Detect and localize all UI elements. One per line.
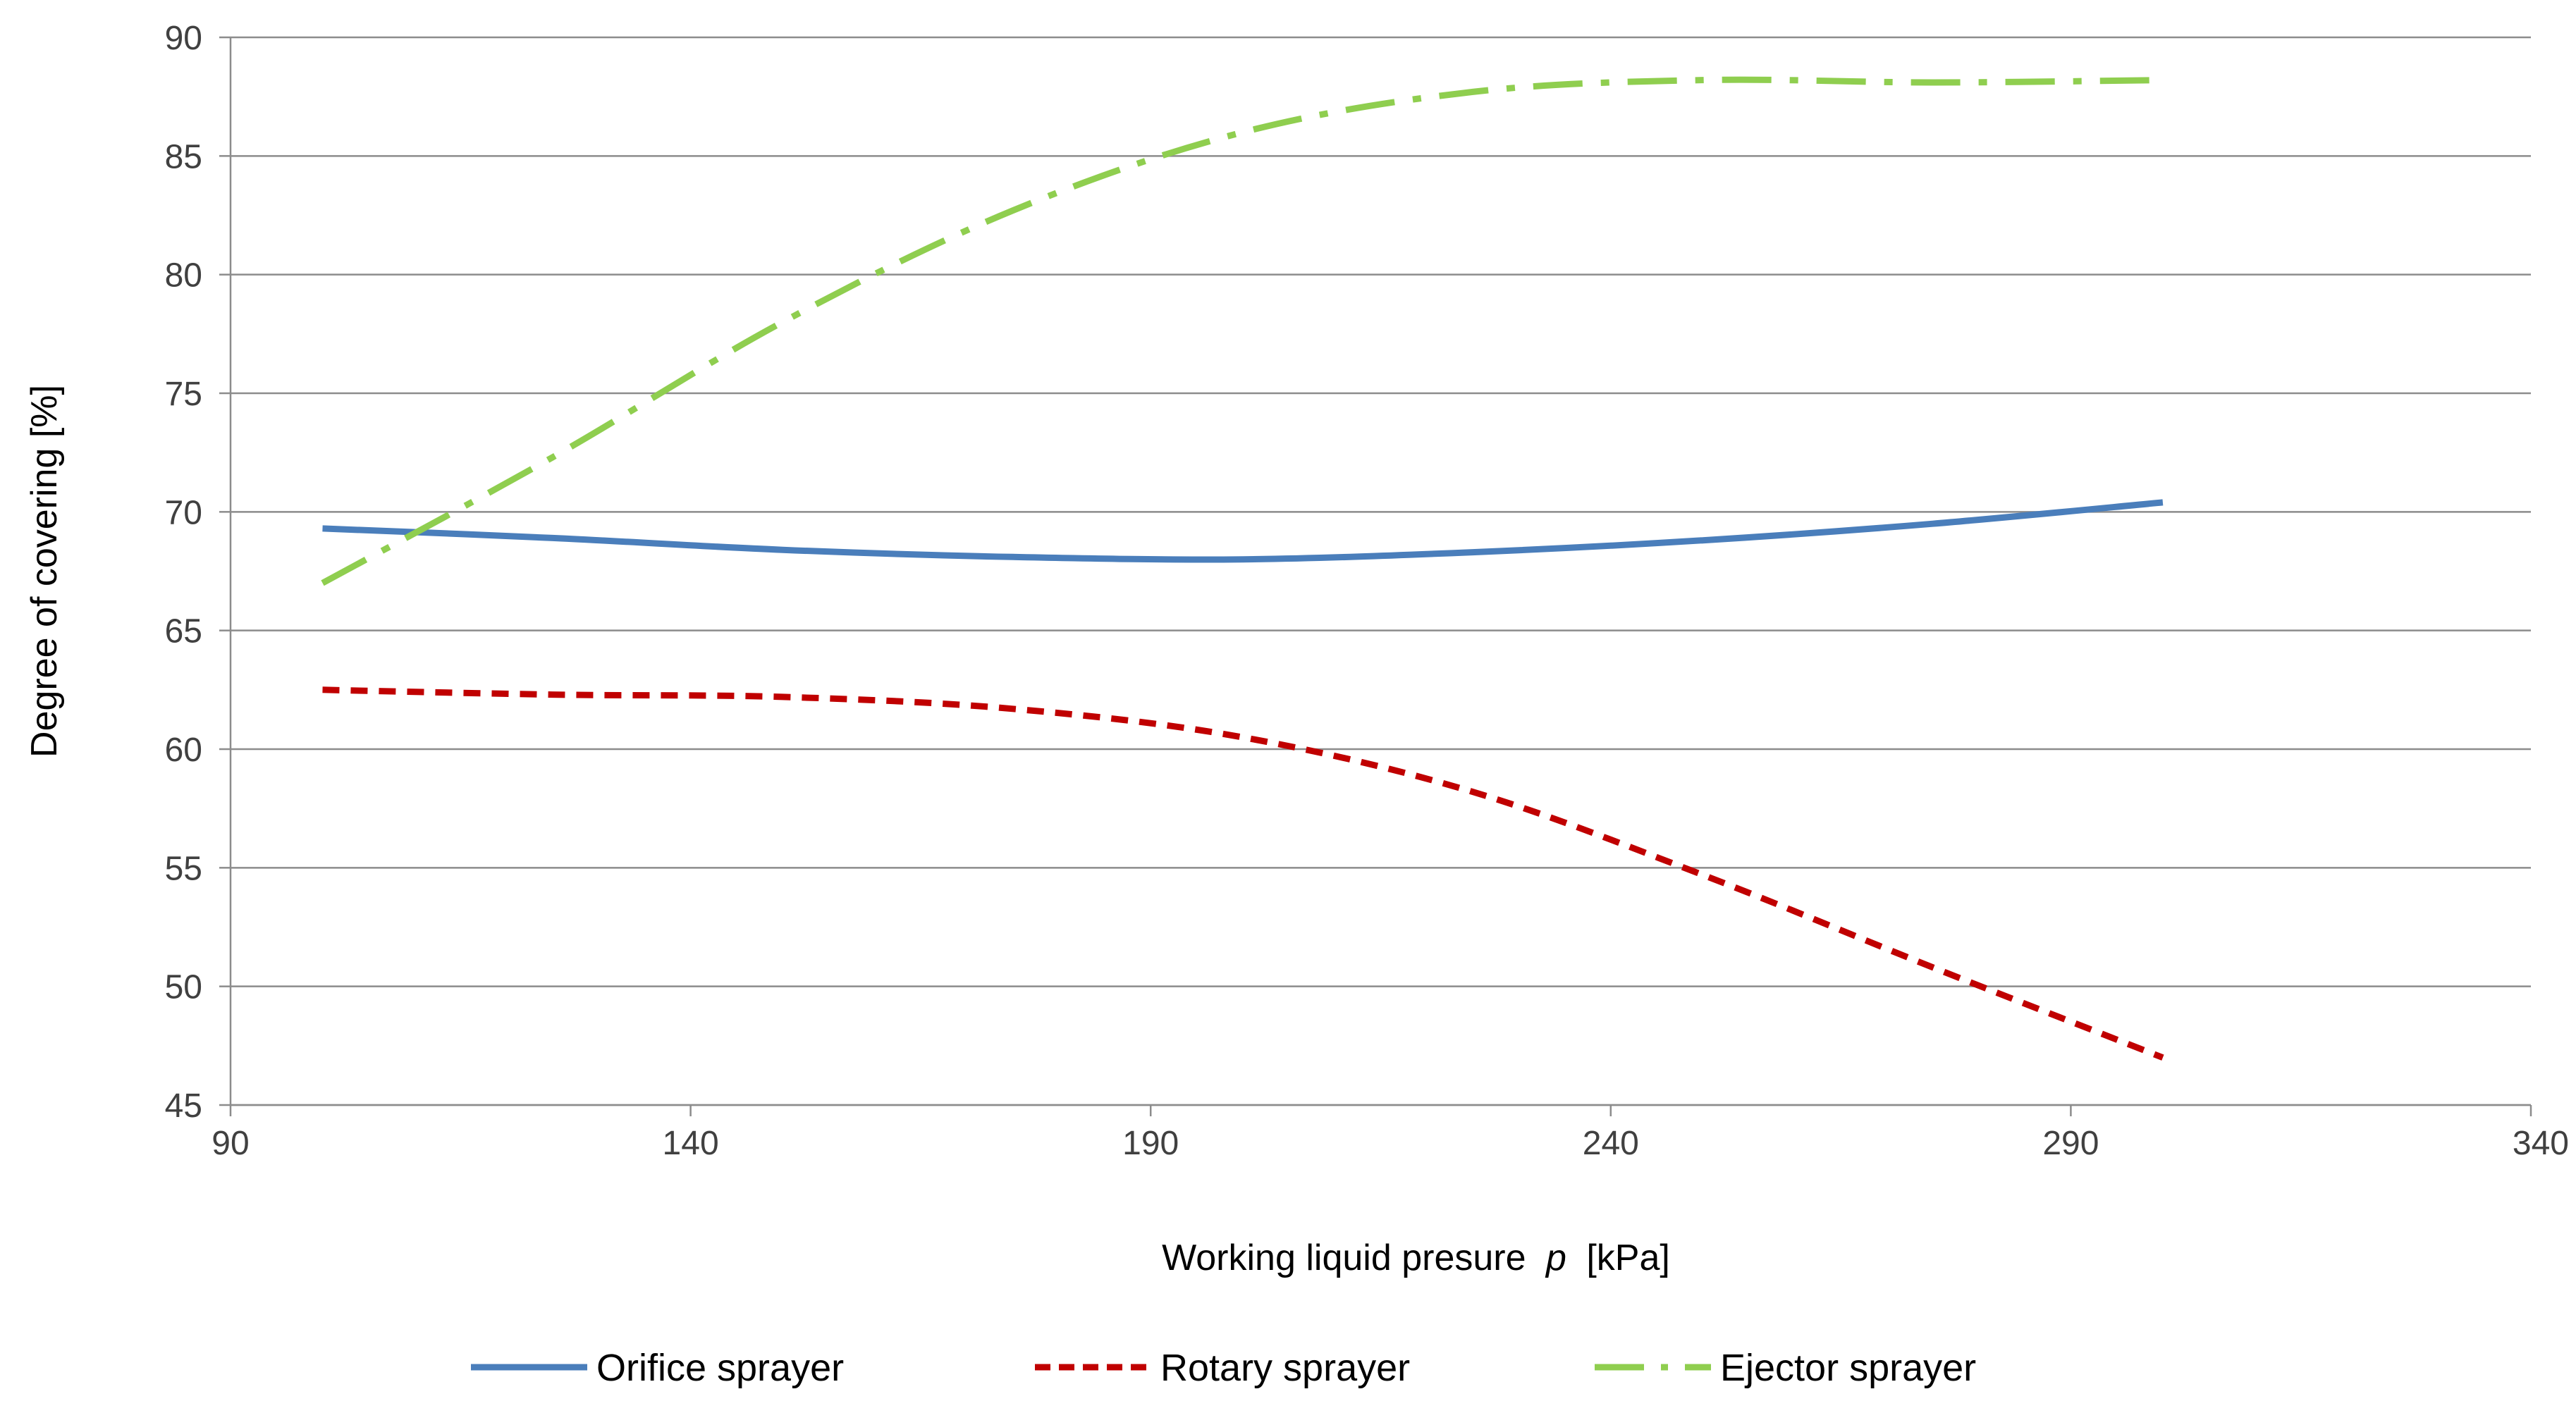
- axis-layer: [219, 36, 2532, 1116]
- x-tick-label: 240: [1583, 1125, 1639, 1162]
- series-layer: [321, 76, 2164, 1061]
- legend: Orifice sprayer Rotary sprayer Ejector spr…: [471, 1347, 1976, 1389]
- x-tick-label: 90: [211, 1125, 249, 1162]
- x-tick-label: 290: [2042, 1125, 2099, 1162]
- x-axis-title-unit: [kPa]: [1586, 1238, 1670, 1278]
- legend-label: Ejector sprayer: [1720, 1347, 1976, 1389]
- y-tick-label: 90: [165, 20, 202, 57]
- y-axis-title: Degree of covering [%]: [24, 385, 65, 758]
- series-line-ejector-sprayer: [321, 76, 2163, 586]
- legend-item-rotary-sprayer: Rotary sprayer: [1035, 1347, 1410, 1389]
- y-tick-label: 50: [165, 969, 202, 1006]
- legend-label: Rotary sprayer: [1160, 1347, 1410, 1389]
- x-tick-label: 340: [2513, 1125, 2569, 1162]
- x-tick-label: 140: [663, 1125, 719, 1162]
- y-tick-label: 45: [165, 1087, 202, 1125]
- label-layer: Degree of covering [%] Working liquid pr…: [24, 20, 2569, 1278]
- y-tick-label: 85: [165, 138, 202, 175]
- legend-item-orifice-sprayer: Orifice sprayer: [471, 1347, 844, 1389]
- legend-item-ejector-sprayer: Ejector sprayer: [1595, 1347, 1976, 1389]
- x-axis-title-text: Working liquid presure: [1162, 1238, 1526, 1278]
- series-line-orifice-sprayer: [322, 499, 2164, 563]
- legend-label: Orifice sprayer: [596, 1347, 844, 1389]
- y-tick-label: 60: [165, 732, 202, 769]
- x-axis-title-symbol: p: [1545, 1238, 1566, 1278]
- x-axis-title: Working liquid presure p [kPa]: [1162, 1238, 1670, 1278]
- y-tick-label: 65: [165, 613, 202, 650]
- grid-layer: [231, 36, 2531, 1106]
- y-tick-label: 80: [165, 257, 202, 295]
- y-tick-label: 55: [165, 850, 202, 887]
- x-tick-label: 190: [1122, 1125, 1179, 1162]
- y-tick-label: 70: [165, 494, 202, 531]
- series-line-rotary-sprayer: [322, 686, 2164, 1061]
- y-tick-label: 75: [165, 376, 202, 413]
